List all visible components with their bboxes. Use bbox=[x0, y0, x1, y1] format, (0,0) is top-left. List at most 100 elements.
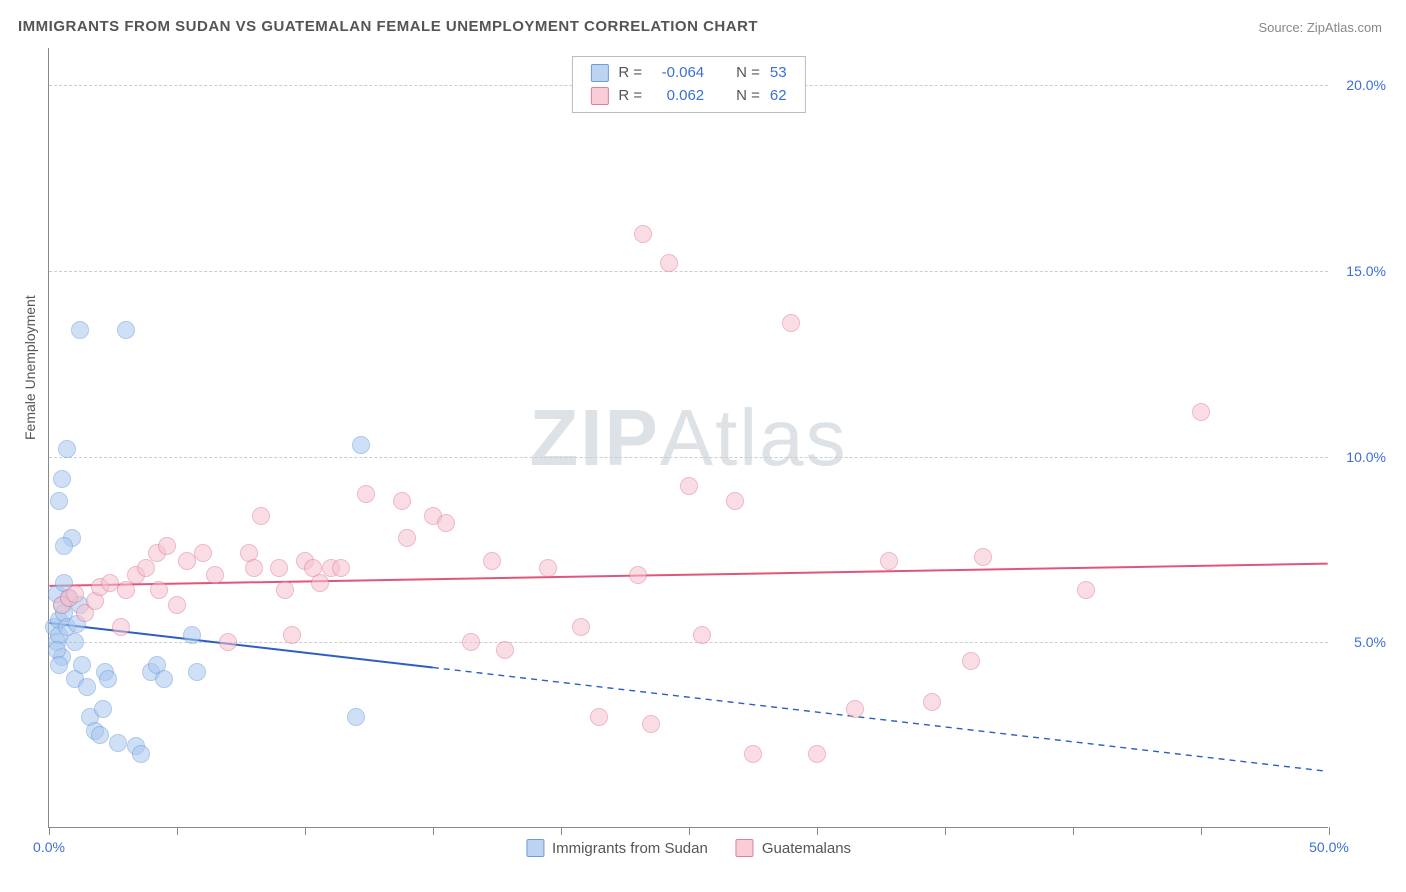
data-point-sudan bbox=[50, 656, 68, 674]
data-point-sudan bbox=[132, 745, 150, 763]
data-point-guatemalans bbox=[357, 485, 375, 503]
data-point-guatemalans bbox=[158, 537, 176, 555]
data-point-sudan bbox=[109, 734, 127, 752]
data-point-guatemalans bbox=[462, 633, 480, 651]
r-value-sudan: -0.064 bbox=[652, 62, 704, 85]
data-point-guatemalans bbox=[206, 566, 224, 584]
x-tick bbox=[177, 827, 178, 835]
data-point-guatemalans bbox=[634, 225, 652, 243]
correlation-row-guatemalans: R = 0.062 N = 62 bbox=[590, 85, 786, 108]
data-point-guatemalans bbox=[974, 548, 992, 566]
data-point-guatemalans bbox=[693, 626, 711, 644]
trend-line-dashed bbox=[433, 667, 1328, 771]
trend-line-solid bbox=[49, 623, 433, 668]
data-point-sudan bbox=[66, 633, 84, 651]
data-point-sudan bbox=[73, 656, 91, 674]
data-point-guatemalans bbox=[194, 544, 212, 562]
correlation-legend: R = -0.064 N = 53 R = 0.062 N = 62 bbox=[571, 56, 805, 113]
x-tick bbox=[49, 827, 50, 835]
legend-item-sudan: Immigrants from Sudan bbox=[526, 839, 708, 857]
x-tick bbox=[689, 827, 690, 835]
legend-label-sudan: Immigrants from Sudan bbox=[552, 840, 708, 857]
data-point-sudan bbox=[50, 492, 68, 510]
data-point-guatemalans bbox=[880, 552, 898, 570]
y-tick-label: 20.0% bbox=[1346, 77, 1386, 93]
data-point-sudan bbox=[188, 663, 206, 681]
n-label: N = bbox=[736, 85, 760, 108]
data-point-sudan bbox=[71, 321, 89, 339]
data-point-guatemalans bbox=[1192, 403, 1210, 421]
legend-swatch-guatemalans bbox=[736, 839, 754, 857]
legend-swatch-guatemalans bbox=[590, 87, 608, 105]
data-point-guatemalans bbox=[245, 559, 263, 577]
legend-swatch-sudan bbox=[526, 839, 544, 857]
data-point-guatemalans bbox=[496, 641, 514, 659]
data-point-sudan bbox=[58, 440, 76, 458]
data-point-guatemalans bbox=[311, 574, 329, 592]
data-point-guatemalans bbox=[112, 618, 130, 636]
data-point-sudan bbox=[183, 626, 201, 644]
x-tick bbox=[1201, 827, 1202, 835]
data-point-sudan bbox=[91, 726, 109, 744]
y-tick-label: 10.0% bbox=[1346, 449, 1386, 465]
data-point-guatemalans bbox=[680, 477, 698, 495]
trend-lines bbox=[49, 48, 1328, 827]
data-point-guatemalans bbox=[393, 492, 411, 510]
data-point-guatemalans bbox=[923, 693, 941, 711]
data-point-guatemalans bbox=[252, 507, 270, 525]
data-point-guatemalans bbox=[117, 581, 135, 599]
data-point-guatemalans bbox=[137, 559, 155, 577]
data-point-guatemalans bbox=[782, 314, 800, 332]
data-point-sudan bbox=[55, 537, 73, 555]
data-point-guatemalans bbox=[150, 581, 168, 599]
data-point-guatemalans bbox=[642, 715, 660, 733]
correlation-row-sudan: R = -0.064 N = 53 bbox=[590, 62, 786, 85]
n-value-guatemalans: 62 bbox=[770, 85, 787, 108]
x-tick bbox=[1329, 827, 1330, 835]
x-tick-label: 0.0% bbox=[33, 839, 65, 855]
r-value-guatemalans: 0.062 bbox=[652, 85, 704, 108]
data-point-sudan bbox=[347, 708, 365, 726]
trend-line-solid bbox=[49, 564, 1327, 586]
x-tick bbox=[305, 827, 306, 835]
n-value-sudan: 53 bbox=[770, 62, 787, 85]
data-point-sudan bbox=[99, 670, 117, 688]
data-point-sudan bbox=[78, 678, 96, 696]
data-point-guatemalans bbox=[276, 581, 294, 599]
data-point-guatemalans bbox=[962, 652, 980, 670]
data-point-guatemalans bbox=[219, 633, 237, 651]
data-point-guatemalans bbox=[270, 559, 288, 577]
data-point-guatemalans bbox=[483, 552, 501, 570]
legend-item-guatemalans: Guatemalans bbox=[736, 839, 851, 857]
data-point-sudan bbox=[155, 670, 173, 688]
data-point-guatemalans bbox=[283, 626, 301, 644]
data-point-guatemalans bbox=[846, 700, 864, 718]
data-point-sudan bbox=[117, 321, 135, 339]
x-tick-label: 50.0% bbox=[1309, 839, 1349, 855]
source-label: Source: ZipAtlas.com bbox=[1258, 20, 1382, 35]
x-tick bbox=[561, 827, 562, 835]
data-point-guatemalans bbox=[168, 596, 186, 614]
x-tick bbox=[945, 827, 946, 835]
n-label: N = bbox=[736, 62, 760, 85]
data-point-guatemalans bbox=[539, 559, 557, 577]
plot-area: ZIPAtlas 5.0%10.0%15.0%20.0% 0.0%50.0% R… bbox=[48, 48, 1328, 828]
data-point-guatemalans bbox=[1077, 581, 1095, 599]
legend-label-guatemalans: Guatemalans bbox=[762, 840, 851, 857]
data-point-guatemalans bbox=[590, 708, 608, 726]
chart-title: IMMIGRANTS FROM SUDAN VS GUATEMALAN FEMA… bbox=[18, 18, 758, 35]
data-point-sudan bbox=[94, 700, 112, 718]
data-point-guatemalans bbox=[437, 514, 455, 532]
x-tick bbox=[1073, 827, 1074, 835]
data-point-guatemalans bbox=[726, 492, 744, 510]
data-point-guatemalans bbox=[660, 254, 678, 272]
legend-swatch-sudan bbox=[590, 64, 608, 82]
data-point-guatemalans bbox=[332, 559, 350, 577]
y-axis-label: Female Unemployment bbox=[22, 295, 38, 440]
r-label: R = bbox=[618, 62, 642, 85]
data-point-sudan bbox=[352, 436, 370, 454]
x-tick bbox=[433, 827, 434, 835]
y-tick-label: 15.0% bbox=[1346, 263, 1386, 279]
y-tick-label: 5.0% bbox=[1354, 634, 1386, 650]
data-point-guatemalans bbox=[398, 529, 416, 547]
